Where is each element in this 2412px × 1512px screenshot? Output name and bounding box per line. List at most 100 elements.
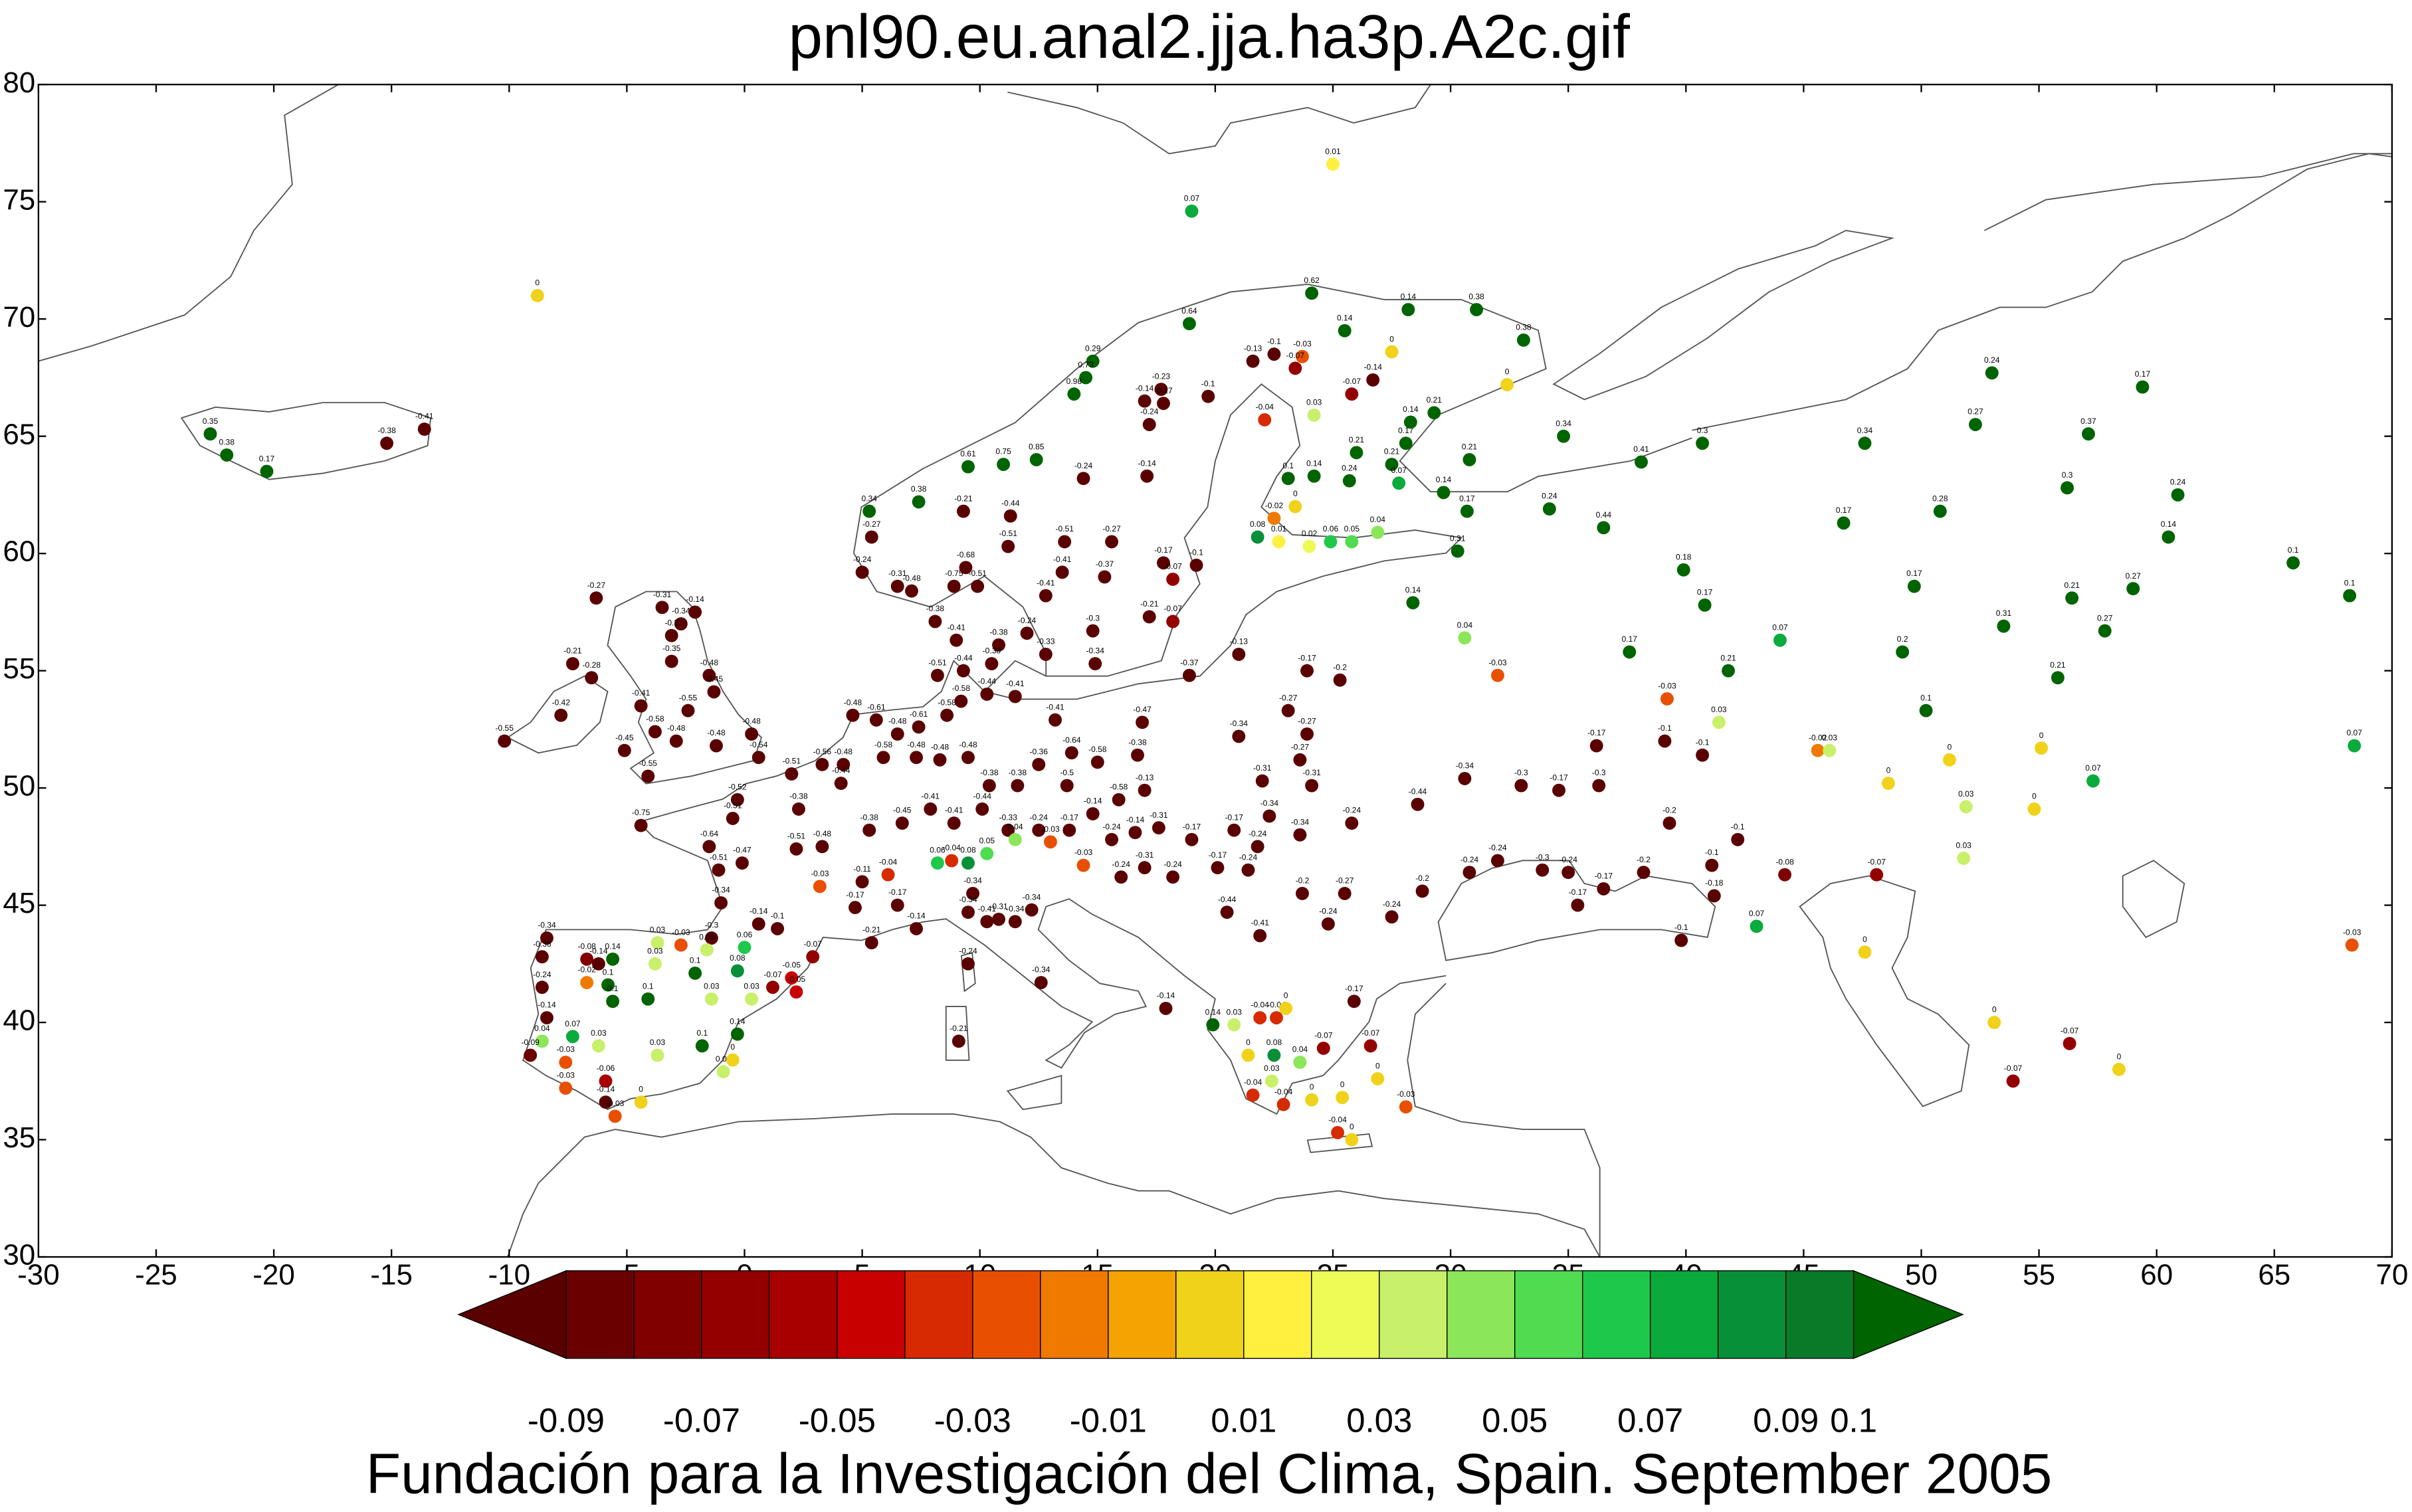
station-label: -0.24 (533, 970, 552, 979)
station-label: 0.14 (1405, 585, 1421, 595)
station-point (1032, 823, 1046, 837)
station-label: 0.85 (1029, 442, 1045, 452)
station-point (1154, 383, 1168, 397)
station-label: -0.41 (948, 622, 966, 632)
station-point (869, 713, 883, 727)
station-label: -0.38 (926, 604, 945, 613)
station-point (1557, 429, 1571, 443)
station-label: -0.33 (1037, 637, 1055, 646)
station-point (2348, 739, 2362, 753)
station-label: -0.24 (1488, 843, 1507, 852)
station-point (864, 936, 878, 950)
station-point (1392, 476, 1406, 490)
station-point (785, 767, 799, 781)
station-label: -0.34 (1023, 892, 1041, 901)
station-label: 0.03 (1958, 789, 1974, 799)
coastline (1407, 983, 1601, 1258)
station-label: 0 (1340, 1080, 1345, 1089)
station-label: -0.04 (879, 857, 898, 866)
station-point (1957, 852, 1971, 865)
station-point (997, 458, 1011, 471)
station-label: -0.17 (1587, 728, 1606, 737)
station-label: -0.1 (1705, 848, 1719, 857)
station-point (1305, 1093, 1319, 1107)
station-label: -0.17 (888, 888, 907, 897)
station-point (601, 978, 615, 992)
station-label: 0.07 (2347, 728, 2363, 737)
station-label: 0 (1992, 1005, 1997, 1014)
station-point (1008, 832, 1022, 846)
station-point (1399, 1100, 1413, 1114)
station-point (1267, 1048, 1281, 1062)
station-point (1561, 866, 1575, 880)
station-label: 0.08 (1266, 1038, 1282, 1047)
station-point (992, 638, 1005, 652)
x-tick-label: 50 (1905, 1259, 1938, 1291)
station-point (1241, 863, 1255, 877)
station-label: -0.24 (1460, 855, 1479, 864)
station-point (752, 751, 765, 765)
station-point (975, 802, 989, 816)
station-point (980, 846, 994, 860)
station-label: -0.31 (1302, 768, 1321, 777)
station-label: -0.21 (862, 925, 881, 935)
station-label: 0.14 (1401, 292, 1417, 302)
station-point (745, 992, 759, 1006)
station-point (959, 561, 973, 575)
station-label: -0.48 (742, 717, 761, 726)
station-label: -0.37 (1180, 658, 1199, 667)
station-label: 0.2 (1897, 634, 1908, 644)
colorbar-box (1717, 1270, 1787, 1359)
station-point (1138, 783, 1152, 797)
station-point (1500, 378, 1514, 391)
station-point (220, 448, 234, 462)
station-point (648, 957, 662, 971)
station-point (1552, 783, 1565, 797)
station-point (912, 495, 926, 509)
station-point (1997, 619, 2011, 633)
station-label: -0.45 (615, 733, 634, 742)
station-point (785, 971, 799, 985)
station-label: -0.04 (1251, 1000, 1269, 1010)
station-label: -0.51 (710, 852, 728, 862)
station-label: 0.03 (1822, 733, 1838, 742)
station-point (2286, 556, 2300, 570)
station-point (1182, 317, 1196, 331)
colorbar-box (1785, 1270, 1855, 1359)
station-point (1114, 870, 1128, 884)
station-point (1241, 1048, 1255, 1062)
station-point (1401, 303, 1415, 317)
station-label: 0.27 (1967, 407, 1983, 417)
station-label: -0.41 (1251, 918, 1269, 927)
station-label: -0.75 (632, 808, 651, 817)
station-point (1316, 1041, 1330, 1055)
station-point (1227, 1018, 1241, 1032)
station-point (1896, 645, 1910, 659)
station-label: 0.34 (862, 494, 878, 503)
station-label: -0.31 (1253, 763, 1272, 773)
station-point (599, 1074, 613, 1088)
station-point (1079, 371, 1093, 385)
station-point (702, 668, 716, 682)
station-point (881, 868, 895, 882)
station-label: -0.44 (1409, 787, 1427, 796)
station-point (674, 617, 688, 630)
station-point (766, 981, 779, 994)
station-label: 0.02 (1302, 529, 1318, 538)
station-point (1157, 556, 1170, 570)
station-point (1270, 1011, 1283, 1024)
station-label: 0.29 (1085, 343, 1101, 353)
station-point (1267, 347, 1281, 361)
station-point (1086, 354, 1100, 368)
station-label: -0.2 (1637, 855, 1651, 864)
station-label: 0.24 (1342, 463, 1357, 472)
station-label: -0.1 (1267, 337, 1281, 346)
coastline (180, 402, 432, 480)
station-label: -0.51 (783, 757, 801, 766)
station-label: -0.03 (1658, 682, 1676, 691)
station-label: -0.04 (1274, 1087, 1293, 1096)
station-label: -0.48 (844, 698, 862, 707)
station-point (1001, 823, 1015, 837)
coastline (1552, 229, 1895, 401)
